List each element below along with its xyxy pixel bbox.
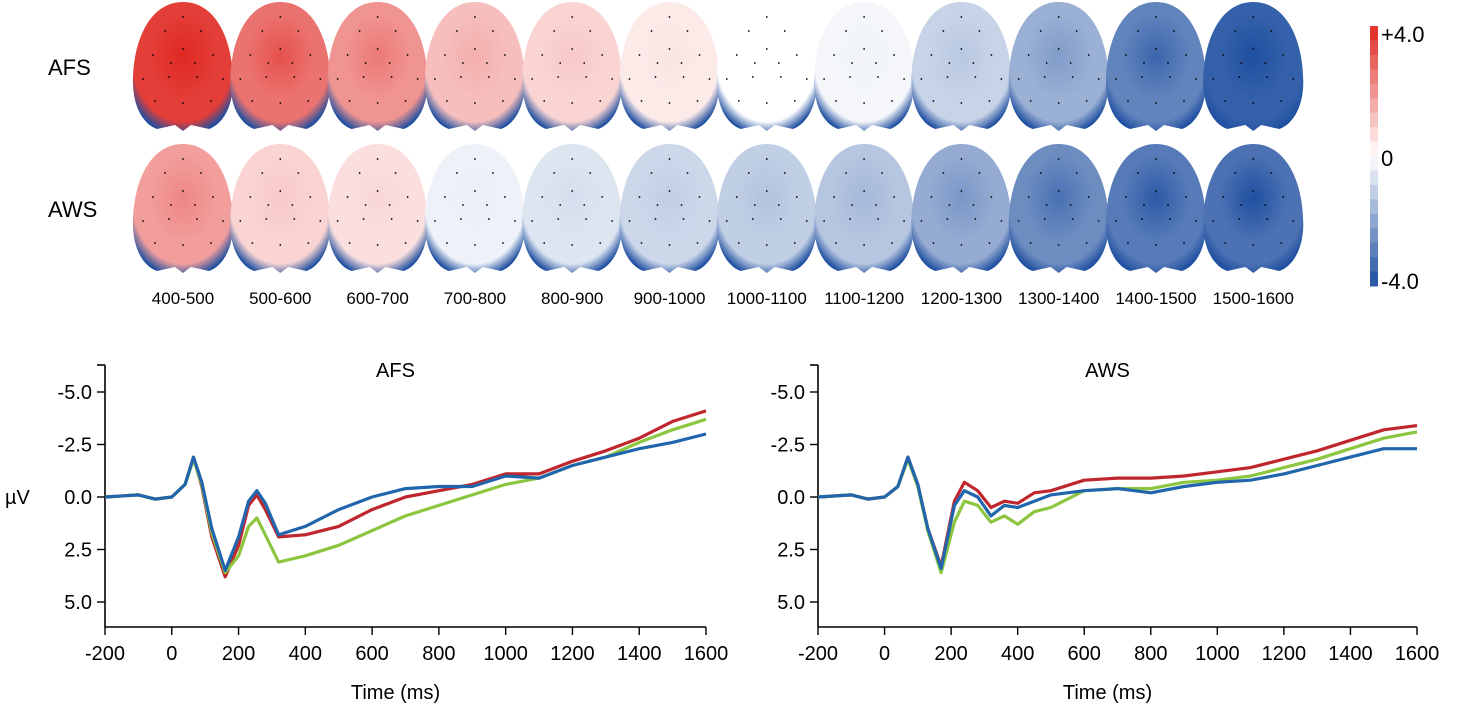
series-line-1 (104, 409, 707, 579)
x-tick-label: 400 (289, 643, 322, 665)
topomap-afs-500-600 (230, 2, 331, 131)
time-window-label: 600-700 (346, 289, 408, 308)
y-tick-label: 5.0 (64, 592, 92, 614)
x-tick-label: 1400 (617, 643, 662, 665)
x-axis-label: Time (ms) (351, 682, 440, 704)
x-tick-label: 200 (934, 643, 967, 665)
y-axis-label: µV (5, 487, 31, 509)
y-tick-label: -5.0 (58, 382, 92, 404)
topomap-aws-1400-1500 (1106, 144, 1206, 273)
topomap-aws-400-500 (133, 144, 233, 273)
x-tick-label: 600 (1068, 643, 1101, 665)
topomap-aws-1500-1600 (1203, 144, 1304, 273)
time-window-label: 1400-1500 (1115, 289, 1196, 308)
series-line-3 (104, 432, 707, 573)
x-axis-label: Time (ms) (1063, 682, 1152, 704)
time-window-label: 1100-1200 (824, 289, 904, 308)
color-scale-bar (1370, 26, 1378, 287)
y-tick-label: 5.0 (777, 592, 805, 614)
topomap-afs-400-500 (133, 2, 233, 131)
x-tick-label: 1000 (1195, 643, 1240, 665)
series-line-1 (817, 424, 1418, 568)
x-tick-label: 0 (879, 643, 890, 665)
chart-title: AFS (376, 360, 415, 382)
topomap-aws-500-600 (230, 144, 331, 273)
topomap-afs-1300-1400 (1008, 2, 1109, 131)
time-window-label: 1000-1100 (727, 289, 807, 308)
chart-title: AWS (1085, 360, 1130, 382)
y-tick-label: -2.5 (58, 435, 92, 457)
topomap-aws-700-800 (424, 144, 525, 273)
x-tick-label: 800 (422, 643, 455, 665)
topomap-aws-1000-1100 (716, 144, 817, 273)
series-line-3 (817, 447, 1417, 571)
topomap-afs-700-800 (424, 2, 525, 131)
x-tick-label: 1000 (483, 643, 528, 665)
time-window-label: 500-600 (249, 289, 311, 308)
x-tick-label: 800 (1134, 643, 1167, 665)
scale-min-label: -4.0 (1381, 269, 1419, 294)
time-window-label: 1500-1600 (1213, 289, 1294, 308)
y-tick-label: 2.5 (777, 540, 805, 562)
y-tick-label: 2.5 (64, 540, 92, 562)
topomap-panel: AFS AWS 400-500 500-600 600-700 700-800 800-9… (48, 2, 1424, 308)
x-tick-label: 1400 (1328, 643, 1373, 665)
topomap-aws-1300-1400 (1008, 144, 1109, 273)
topomap-aws-600-700 (327, 144, 428, 273)
time-window-label: 1200-1300 (921, 289, 1002, 308)
row-label-aws: AWS (48, 197, 97, 222)
time-window-label: 1300-1400 (1018, 289, 1099, 308)
erp-chart-afs: -5.0 -2.5 0.0 2.5 5.0 -200 0 200 400 600 800 1000 12… (5, 360, 728, 704)
time-window-label: 700-800 (444, 289, 506, 308)
row-label-afs: AFS (48, 55, 91, 80)
topomap-aws-1100-1200 (814, 144, 915, 273)
topomap-afs-600-700 (327, 2, 428, 131)
topomap-aws-900-1000 (619, 144, 720, 273)
erp-chart-aws: -5.0 -2.5 0.0 2.5 5.0 -200 0 200 400 600 800 1000 12… (771, 360, 1440, 704)
time-window-label: 800-900 (541, 289, 603, 308)
y-tick-label: 0.0 (64, 487, 92, 509)
topomap-afs-1200-1300 (911, 2, 1012, 131)
x-tick-label: 1600 (684, 643, 729, 665)
topomap-aws-800-900 (522, 144, 623, 273)
time-window-label: 400-500 (152, 289, 214, 308)
topomap-afs-900-1000 (619, 2, 720, 131)
x-tick-label: 1200 (1262, 643, 1307, 665)
topomap-afs-1100-1200 (814, 2, 915, 131)
time-window-label: 900-1000 (634, 289, 706, 308)
series-line-2 (817, 430, 1418, 575)
x-tick-label: -200 (798, 643, 838, 665)
x-tick-label: 0 (166, 643, 177, 665)
x-tick-label: -200 (85, 643, 125, 665)
x-tick-label: 1600 (1395, 643, 1440, 665)
scale-max-label: +4.0 (1381, 22, 1424, 47)
topomap-afs-1000-1100 (716, 2, 817, 131)
topomap-afs-1500-1600 (1203, 2, 1304, 131)
scale-mid-label: 0 (1381, 146, 1393, 171)
y-tick-label: 0.0 (777, 487, 805, 509)
x-tick-label: 1200 (550, 643, 595, 665)
x-tick-label: 200 (222, 643, 255, 665)
y-tick-label: -2.5 (771, 435, 805, 457)
topomap-afs-1400-1500 (1106, 2, 1206, 131)
x-tick-label: 400 (1001, 643, 1034, 665)
topomap-afs-800-900 (522, 2, 623, 131)
topomap-aws-1200-1300 (911, 144, 1012, 273)
x-tick-label: 600 (355, 643, 388, 665)
y-tick-label: -5.0 (771, 382, 805, 404)
